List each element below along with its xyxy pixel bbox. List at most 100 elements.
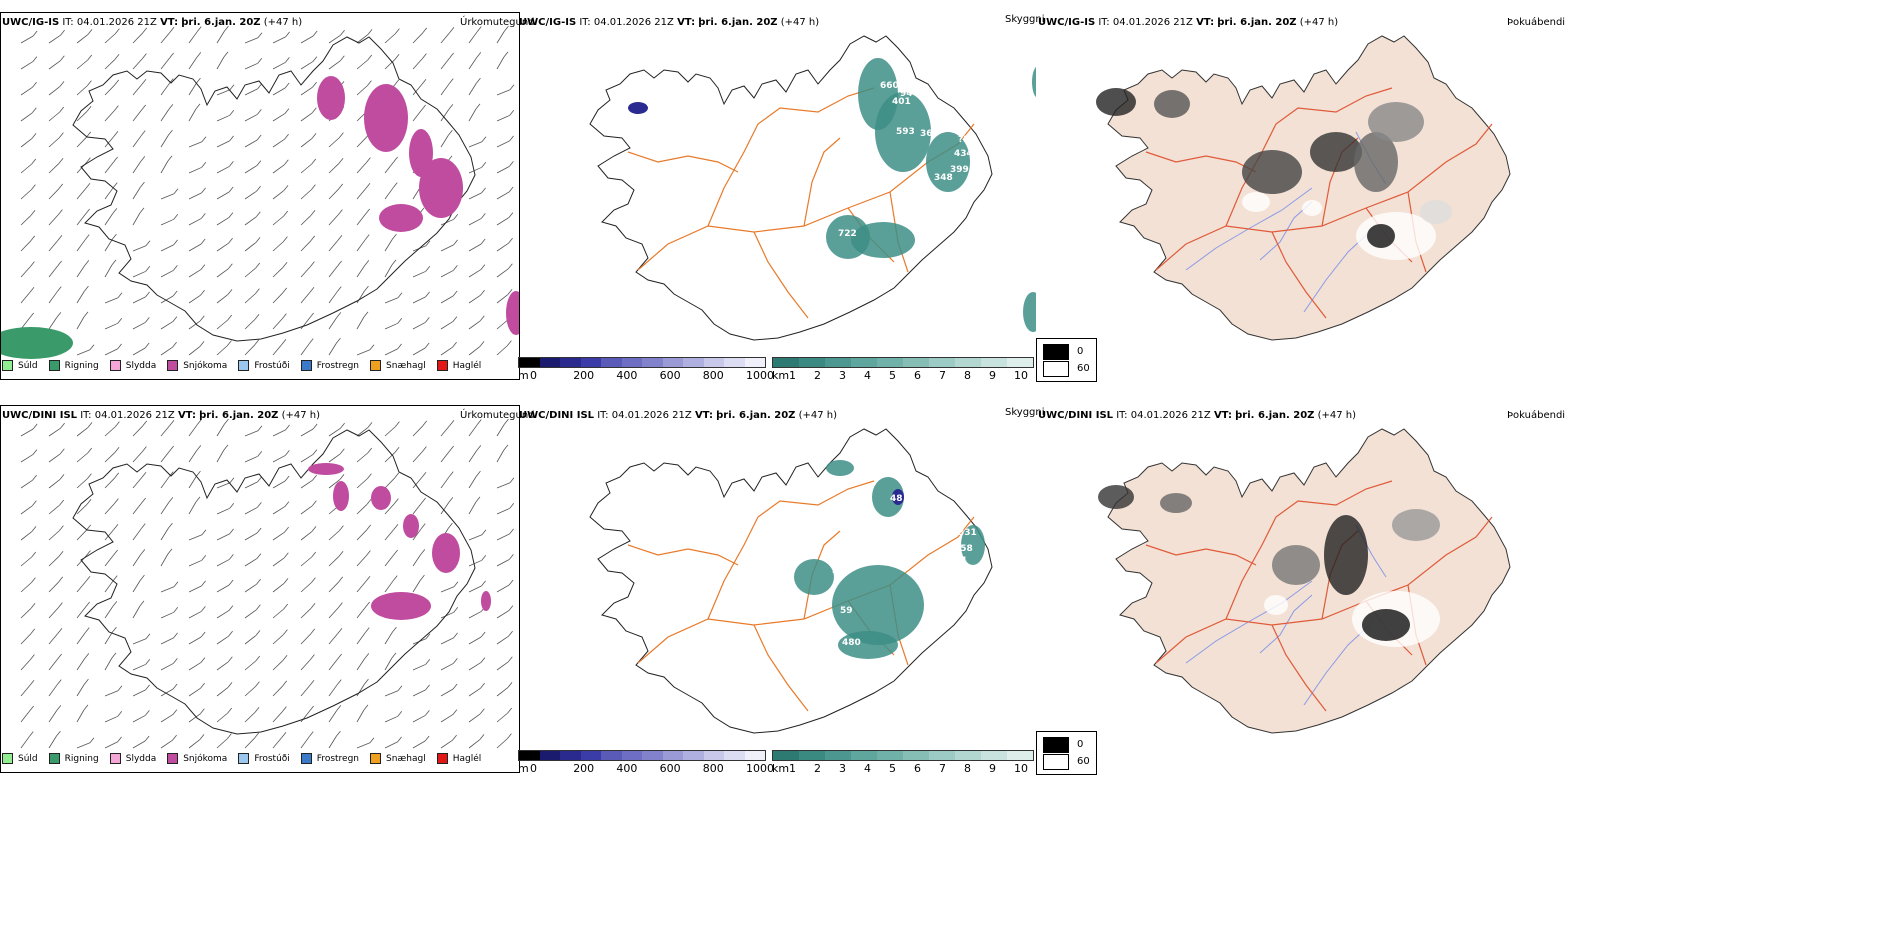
wind-barb [104, 264, 113, 278]
wind-barb-flag [281, 339, 287, 345]
wind-barb-flag [89, 344, 95, 351]
wind-barb-flag [140, 156, 146, 162]
wind-barb-flag [32, 30, 38, 37]
wind-barb [216, 319, 228, 330]
low-visibility-area [826, 460, 854, 476]
wind-barb [300, 292, 311, 304]
wind-barb [216, 687, 229, 697]
wind-barb-flag [397, 343, 402, 350]
legend-swatch [300, 753, 312, 764]
legend-label: Frostregn [316, 753, 360, 764]
wind-barb-flag [481, 162, 487, 168]
cloud-base-label: 189 [936, 109, 955, 119]
wind-barb [20, 582, 32, 593]
wind-barb [356, 349, 371, 356]
wind-barb [440, 270, 454, 278]
wind-barb-flag [114, 447, 120, 453]
wind-barb [20, 659, 31, 671]
wind-barb [244, 190, 257, 200]
wind-barb-flag [508, 579, 514, 586]
wind-barb [132, 84, 143, 96]
wind-barb [272, 685, 284, 697]
wind-barb-flag [420, 523, 426, 529]
wind-barb-flag [173, 188, 179, 195]
wind-barb-flag [285, 57, 290, 63]
wind-barb-flag [229, 135, 234, 142]
wind-barb-flag [283, 603, 289, 610]
wind-barb-flag [141, 497, 146, 504]
precip-legend-item: Frostúði [238, 360, 290, 371]
colorbar-cell [799, 751, 825, 760]
wind-barb [104, 606, 114, 619]
snow-area [371, 592, 431, 620]
wind-barb [76, 658, 86, 671]
wind-barb [160, 295, 174, 304]
wind-barb [216, 738, 228, 749]
wind-barb-flag [32, 423, 38, 430]
wind-barb [76, 290, 85, 304]
wind-barb-flag [142, 53, 147, 59]
wind-barb-flag [228, 212, 234, 218]
wind-barb-flag [480, 631, 486, 638]
wind-barb [216, 166, 230, 174]
wind-barb [412, 270, 426, 278]
road [627, 544, 739, 566]
wind-barb-flag [32, 107, 37, 114]
fog-title-1: UWC/IG-IS IT: 04.01.2026 21Z VT: þri. 6.… [1038, 17, 1339, 28]
wind-barb [300, 214, 312, 226]
wind-barb-flag [200, 708, 205, 715]
wind-barb [160, 553, 169, 567]
wind-barb-flag [312, 423, 318, 430]
wind-barb [300, 710, 310, 723]
colorbar-tick-label: 10 [1014, 369, 1028, 382]
wind-barb-flag [337, 235, 343, 241]
colorbar-cell [560, 751, 581, 760]
wind-barb-flag [140, 549, 146, 555]
visibility-corner-label-2: Skyggni [1005, 407, 1045, 418]
colorbar-cell [724, 751, 745, 760]
wind-barb [412, 451, 423, 463]
wind-barb [104, 136, 115, 148]
wind-barb [216, 533, 230, 541]
iceland-outline [72, 36, 476, 342]
wind-barb [440, 586, 455, 593]
precip-legend-item: Rigning [48, 753, 99, 764]
wind-barb [20, 138, 33, 148]
precip-type-panel-2 [0, 405, 520, 773]
wind-barb [76, 349, 91, 356]
wind-barb-flag [476, 77, 481, 84]
wind-barb [412, 322, 426, 330]
wind-barb-flag [199, 734, 205, 740]
snow-area [308, 463, 344, 475]
wind-barb-flag [391, 652, 397, 659]
wind-barb [328, 633, 339, 645]
wind-barb-flag [365, 208, 370, 215]
colorbar-tick-label: 200 [573, 762, 595, 775]
wind-barb-flag [30, 654, 35, 660]
wind-barb-flag [393, 524, 399, 530]
snow-area [364, 84, 408, 152]
wind-barb-flag [308, 338, 314, 344]
wind-barb [300, 582, 312, 593]
wind-barb [244, 216, 257, 226]
visibility-colorbar-2: km 1 2 3 4 5 6 7 8 9 10 [772, 750, 1034, 775]
colorbar-cell [519, 751, 540, 760]
wind-barb [384, 715, 398, 723]
wind-barb [496, 533, 510, 541]
fog-area [1154, 90, 1190, 118]
wind-barb-flag [59, 474, 65, 480]
wind-barb [160, 321, 174, 330]
wind-barb [76, 110, 88, 122]
wind-barb [48, 162, 60, 174]
wind-barb [300, 138, 313, 148]
wind-barb-flag [59, 525, 64, 531]
fog-area [1242, 150, 1302, 194]
wind-barb-flag [283, 236, 288, 242]
wind-barb [440, 57, 450, 70]
wind-barb [160, 637, 174, 645]
wind-barb [132, 451, 143, 463]
wind-barb [20, 633, 32, 645]
wind-barb [76, 709, 85, 723]
cloud-base-label: 399 [950, 165, 969, 175]
fog-legend-2: 0 60 [1036, 731, 1097, 775]
